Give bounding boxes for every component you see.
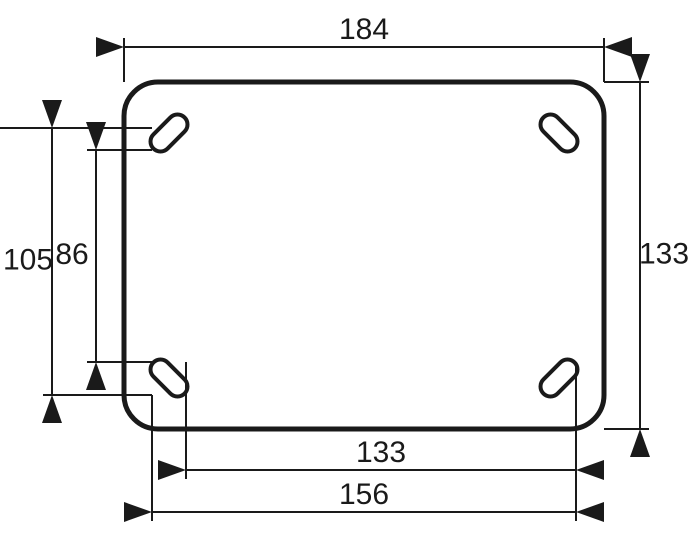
dim-left-86-label: 86 [55, 238, 88, 271]
slot-top-left [146, 110, 191, 155]
slot-top-right [536, 110, 581, 155]
dim-bottom-133-label: 133 [356, 436, 406, 469]
engineering-drawing: 184 133 156 86105 133 [0, 0, 694, 539]
dim-bottom-156-label: 156 [339, 478, 389, 511]
slot-bottom-left [146, 355, 191, 400]
dim-left-105-label: 105 [3, 243, 53, 276]
dim-top-184-label: 184 [339, 13, 389, 46]
dim-right-133-label: 133 [639, 237, 689, 270]
slot-bottom-right [536, 355, 581, 400]
mounting-plate-outline [124, 82, 604, 429]
